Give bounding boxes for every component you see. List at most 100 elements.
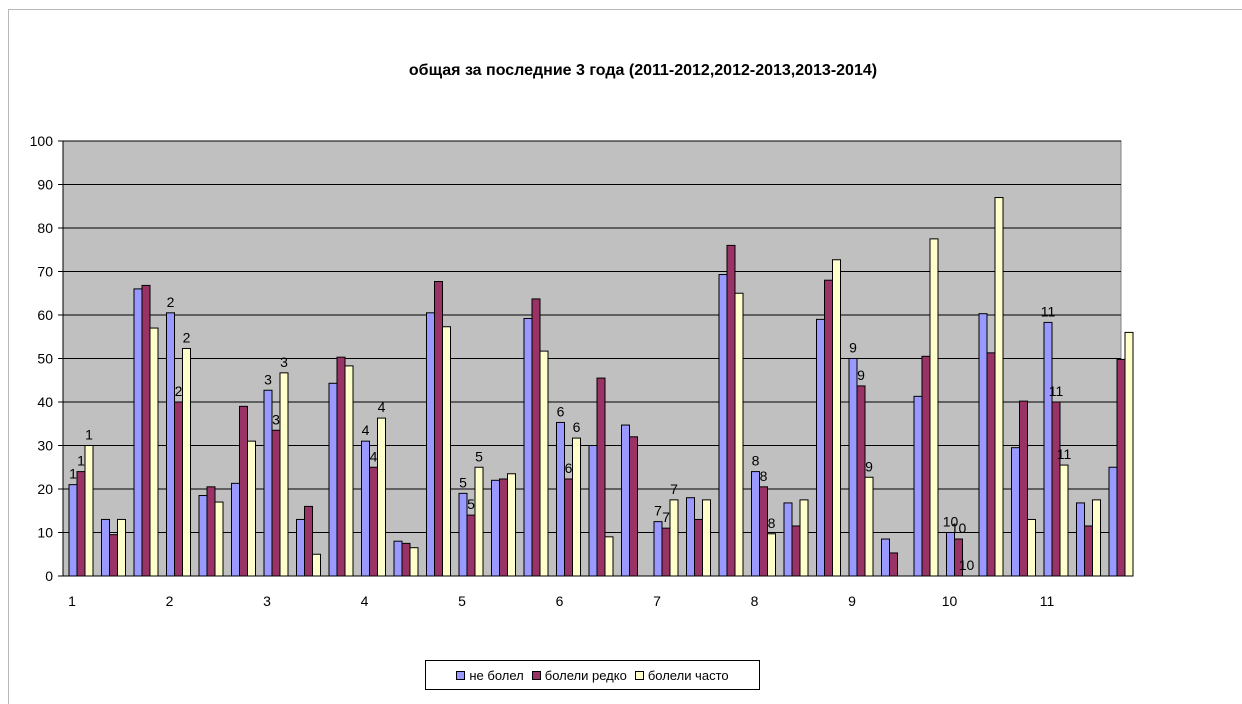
bar-s2-24 xyxy=(864,476,874,577)
frame-border-top xyxy=(8,9,1242,10)
bar-s0-29 xyxy=(1011,447,1020,577)
data-label-22: 8 xyxy=(760,468,768,484)
bar-s1-23 xyxy=(824,279,833,577)
bar-s2-28 xyxy=(994,197,1004,577)
bar-s0-25 xyxy=(881,538,890,577)
y-tick-label-4: 40 xyxy=(37,394,53,410)
bar-s2-11 xyxy=(442,326,451,577)
y-tick-label-7: 70 xyxy=(37,264,53,280)
bar-s0-0 xyxy=(68,484,78,577)
legend-label-series-0: не болел xyxy=(469,667,524,683)
bar-s1-30 xyxy=(1051,401,1061,577)
bar-s1-1 xyxy=(109,534,118,577)
bar-s2-7 xyxy=(312,553,321,577)
bar-s0-2 xyxy=(133,288,143,577)
data-label-13: 5 xyxy=(467,496,475,512)
bar-s1-22 xyxy=(791,525,801,577)
data-label-29: 10 xyxy=(959,557,975,573)
data-label-18: 7 xyxy=(654,503,662,519)
bar-s1-29 xyxy=(1019,400,1028,577)
bar-s2-16 xyxy=(604,536,614,577)
bar-s0-12 xyxy=(458,492,468,577)
bar-s2-8 xyxy=(344,365,354,577)
data-label-9: 4 xyxy=(362,422,370,438)
y-tick-label-3: 30 xyxy=(37,438,53,454)
legend-swatch-series-1 xyxy=(531,670,541,680)
bar-s1-16 xyxy=(596,377,606,577)
y-tick-label-2: 20 xyxy=(37,481,53,497)
bar-s1-12 xyxy=(466,514,476,577)
bar-s0-8 xyxy=(328,382,338,577)
x-tick-label-4: 3 xyxy=(263,593,271,609)
bar-s2-19 xyxy=(702,499,711,577)
x-tick-label-12: 7 xyxy=(653,593,661,609)
bar-s0-5 xyxy=(231,482,240,577)
bar-s0-14 xyxy=(523,317,533,577)
data-label-17: 6 xyxy=(573,419,581,435)
data-label-3: 2 xyxy=(167,294,175,310)
bar-s2-20 xyxy=(734,292,744,577)
bar-s2-23 xyxy=(832,259,841,577)
bar-s1-28 xyxy=(986,352,996,577)
bar-s1-6 xyxy=(271,429,281,577)
bar-s1-20 xyxy=(726,244,736,577)
bar-s1-8 xyxy=(336,356,346,577)
y-tick-label-8: 80 xyxy=(37,220,53,236)
data-label-21: 8 xyxy=(752,453,760,469)
legend-label-series-2: болели часто xyxy=(647,667,729,683)
x-tick-label-6: 4 xyxy=(361,593,369,609)
data-label-8: 3 xyxy=(280,354,288,370)
data-label-32: 11 xyxy=(1057,446,1072,462)
y-tick-label-5: 50 xyxy=(37,351,53,367)
bar-s1-13 xyxy=(499,478,508,577)
chart-title: общая за последние 3 года (2011-2012,201… xyxy=(409,62,877,79)
bar-s2-10 xyxy=(409,547,419,577)
legend-label-series-1: болели редко xyxy=(544,667,627,683)
bar-s0-6 xyxy=(263,389,273,577)
data-label-25: 9 xyxy=(857,367,865,383)
y-tick-label-9: 90 xyxy=(37,177,53,193)
bar-s0-13 xyxy=(491,479,500,577)
bar-s2-0 xyxy=(84,445,94,577)
bar-s1-25 xyxy=(889,552,898,577)
bar-s1-26 xyxy=(921,355,931,577)
bar-s2-21 xyxy=(767,533,776,577)
bar-s2-29 xyxy=(1027,518,1036,577)
bar-s0-26 xyxy=(913,395,923,577)
data-label-10: 4 xyxy=(370,448,378,464)
legend-item-series-2: болели часто xyxy=(634,667,729,683)
bar-s2-32 xyxy=(1124,331,1134,577)
bar-s0-30 xyxy=(1043,321,1053,577)
data-label-12: 5 xyxy=(459,474,467,490)
x-tick-label-8: 5 xyxy=(458,593,466,609)
bar-s2-26 xyxy=(929,238,939,577)
bar-s2-3 xyxy=(182,347,191,577)
bar-s2-2 xyxy=(149,327,159,577)
bar-s0-23 xyxy=(816,318,825,577)
bar-s1-18 xyxy=(661,527,671,577)
bar-s0-27 xyxy=(946,532,955,577)
y-tick-label-6: 60 xyxy=(37,307,53,323)
data-label-6: 3 xyxy=(264,371,272,387)
data-label-31: 11 xyxy=(1049,383,1064,399)
bar-s1-31 xyxy=(1084,525,1093,577)
bar-s1-2 xyxy=(141,284,151,577)
bar-s2-22 xyxy=(799,499,809,577)
data-label-16: 6 xyxy=(565,460,573,476)
data-label-4: 2 xyxy=(175,383,183,399)
bar-s1-5 xyxy=(239,405,248,577)
data-label-0: 1 xyxy=(69,466,77,482)
y-tick-label-10: 100 xyxy=(30,133,54,149)
bar-s0-1 xyxy=(101,518,110,577)
legend-swatch-series-0 xyxy=(456,670,466,680)
x-tick-label-16: 9 xyxy=(848,593,856,609)
bar-s0-15 xyxy=(556,421,565,577)
y-tick-label-0: 0 xyxy=(45,568,53,584)
data-label-24: 9 xyxy=(849,340,857,356)
data-label-14: 5 xyxy=(475,448,483,464)
bar-s0-7 xyxy=(296,518,305,577)
bar-s0-22 xyxy=(783,502,793,577)
bar-s0-9 xyxy=(361,440,370,577)
bar-s0-20 xyxy=(718,274,728,577)
bar-s1-11 xyxy=(434,281,443,577)
